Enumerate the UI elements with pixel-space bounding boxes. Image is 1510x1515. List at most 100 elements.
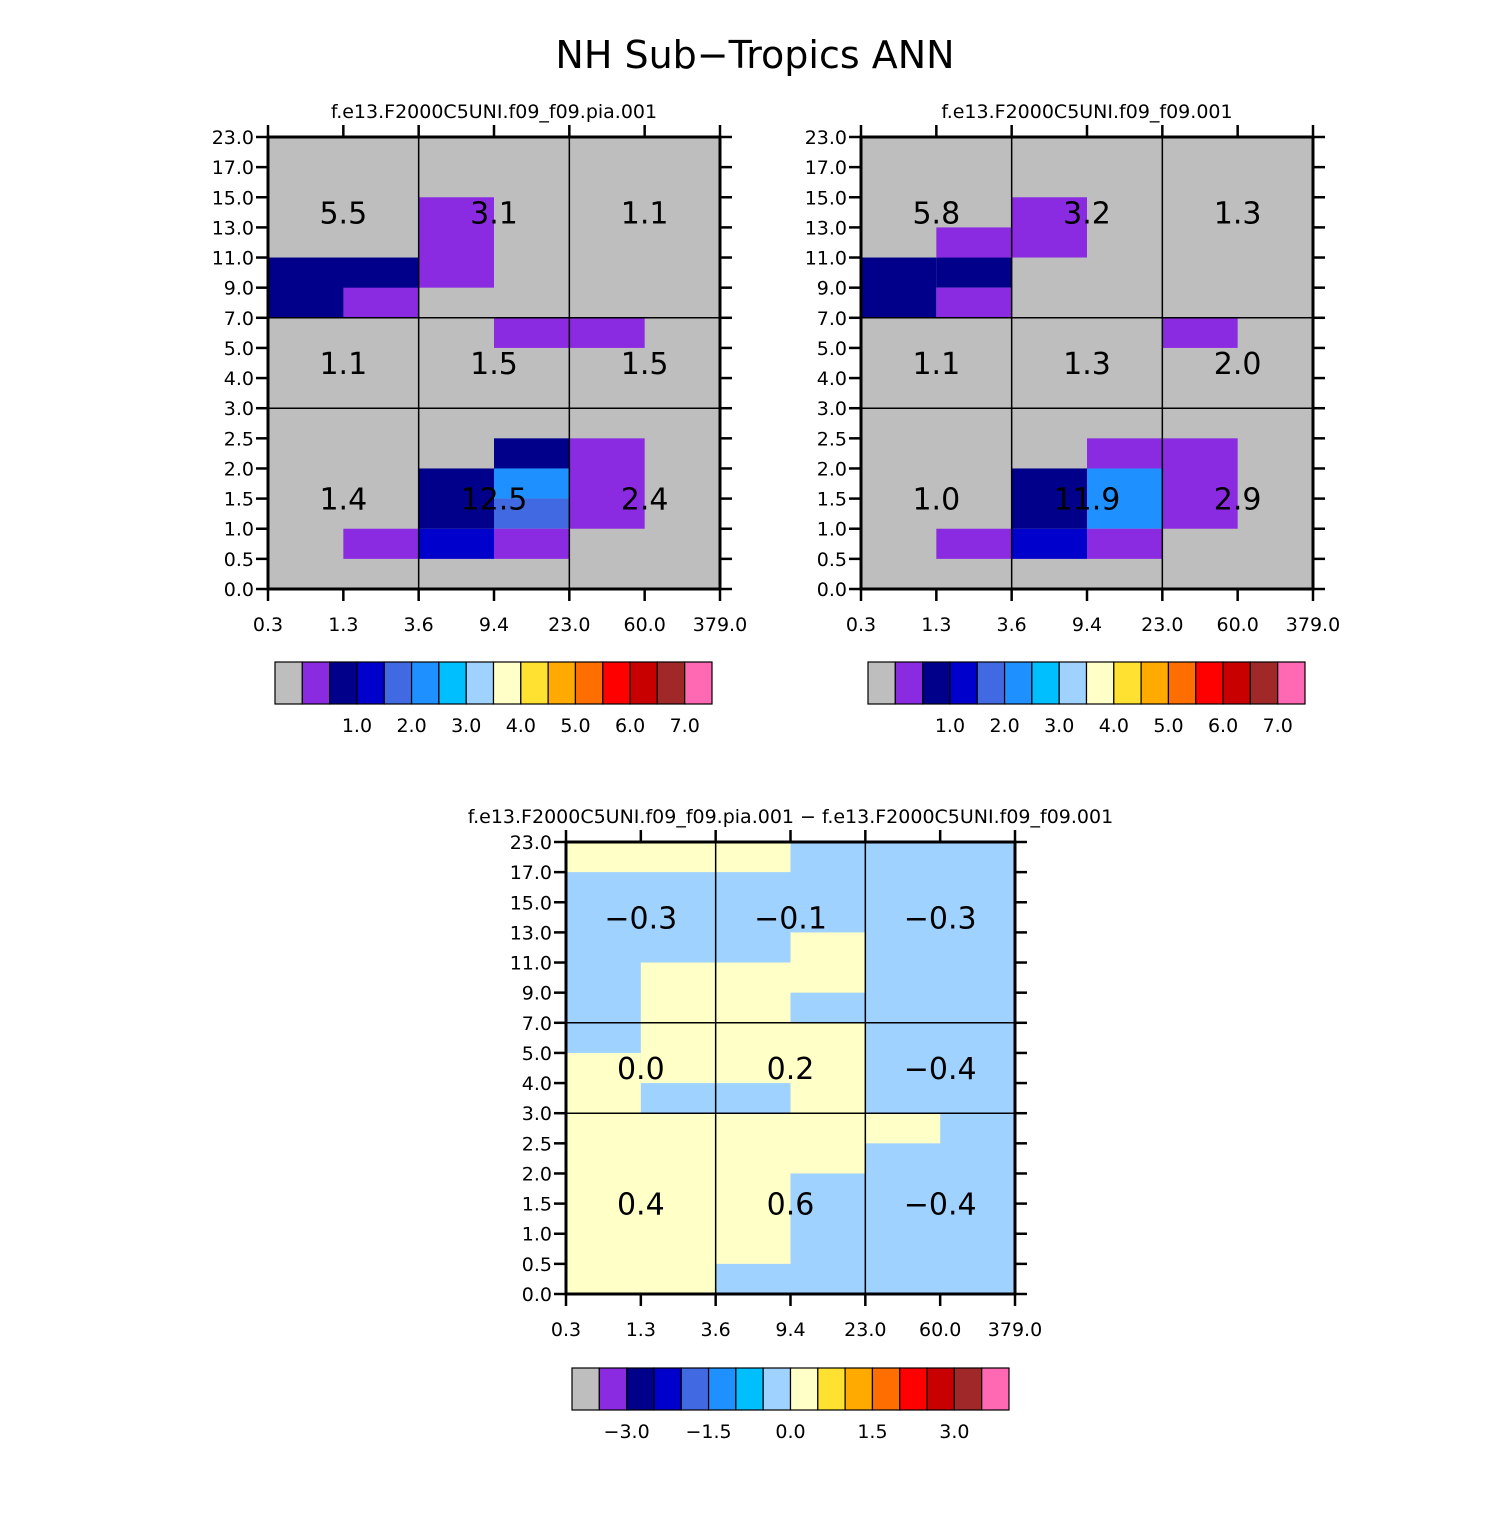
heatmap-cell bbox=[936, 257, 1012, 288]
y-tick-label: 2.0 bbox=[817, 458, 847, 480]
heatmap-cell bbox=[1162, 317, 1238, 348]
colorbar-swatch bbox=[547, 661, 577, 705]
y-tick-label: 3.0 bbox=[817, 398, 847, 420]
colorbar-swatch bbox=[817, 1367, 846, 1411]
cell-value-label: 5.8 bbox=[912, 196, 960, 231]
cell-value-label: 1.5 bbox=[621, 347, 669, 382]
heatmap-cell bbox=[343, 287, 419, 318]
y-tick-label: 9.0 bbox=[224, 278, 254, 300]
y-tick-label: 15.0 bbox=[212, 187, 254, 209]
y-tick-label: 7.0 bbox=[522, 1013, 552, 1035]
y-tick-label: 23.0 bbox=[212, 127, 254, 149]
y-tick-label: 4.0 bbox=[224, 368, 254, 390]
x-tick-label: 9.4 bbox=[1072, 614, 1102, 636]
x-tick-label: 3.6 bbox=[404, 614, 434, 636]
colorbar-label: 1.5 bbox=[857, 1421, 887, 1443]
y-tick-label: 2.5 bbox=[817, 428, 847, 450]
colorbar-swatch bbox=[762, 1367, 792, 1411]
heatmap-cell bbox=[790, 1022, 866, 1114]
colorbar-swatch bbox=[871, 1367, 901, 1411]
x-tick-label: 1.3 bbox=[328, 614, 358, 636]
y-tick-label: 5.0 bbox=[817, 338, 847, 360]
y-tick-label: 9.0 bbox=[522, 983, 552, 1005]
colorbar-swatch bbox=[356, 661, 385, 705]
cell-value-label: 0.6 bbox=[767, 1188, 815, 1223]
colorbar-swatch bbox=[976, 661, 1006, 705]
colorbar: 1.0 2.0 3.0 4.0 5.0 6.0 7.0 bbox=[867, 661, 1306, 737]
x-tick-label: 23.0 bbox=[548, 614, 590, 636]
colorbar-swatch bbox=[684, 661, 713, 705]
colorbar-swatch bbox=[492, 661, 522, 705]
cell-value-label: −0.3 bbox=[904, 901, 977, 936]
heatmap-cell bbox=[418, 468, 494, 529]
heatmap-panel: f.e13.F2000C5UNI.f09_f09.001 5.8 3.2 1.3 1.1… bbox=[805, 101, 1341, 737]
heatmap-cell bbox=[936, 528, 1012, 559]
cell-value-label: −0.1 bbox=[754, 901, 827, 936]
heatmap-cell bbox=[343, 528, 419, 559]
heatmap-panel: f.e13.F2000C5UNI.f09_f09.pia.001 − f.e13… bbox=[468, 806, 1113, 1443]
y-tick-label: 1.5 bbox=[817, 489, 847, 511]
heatmap-cell bbox=[936, 227, 1012, 258]
colorbar-swatch bbox=[899, 1367, 928, 1411]
y-tick-label: 1.0 bbox=[522, 1224, 552, 1246]
heatmap-cell bbox=[569, 438, 645, 529]
colorbar-swatch bbox=[1140, 661, 1170, 705]
colorbar-swatch bbox=[656, 661, 686, 705]
colorbar-label: 6.0 bbox=[1208, 715, 1238, 737]
cell-value-label: 12.5 bbox=[461, 483, 528, 518]
x-tick-label: 60.0 bbox=[1217, 614, 1259, 636]
x-tick-label: 9.4 bbox=[775, 1319, 805, 1341]
x-tick-label: 0.3 bbox=[846, 614, 876, 636]
y-tick-label: 23.0 bbox=[805, 127, 847, 149]
colorbar-swatch bbox=[629, 661, 658, 705]
heatmap-cell bbox=[936, 287, 1012, 318]
colorbar-swatch bbox=[626, 1367, 655, 1411]
colorbar-swatch bbox=[1003, 661, 1033, 705]
colorbar-swatch bbox=[894, 661, 924, 705]
colorbar-swatch bbox=[926, 1367, 955, 1411]
colorbar-swatch bbox=[867, 661, 896, 705]
heatmap-cell bbox=[1087, 468, 1163, 529]
cell-value-label: 0.0 bbox=[617, 1052, 665, 1087]
heatmap-panel: f.e13.F2000C5UNI.f09_f09.pia.001 5.5 3.1 1.… bbox=[212, 101, 748, 737]
cell-value-label: 2.9 bbox=[1214, 483, 1262, 518]
x-tick-label: 379.0 bbox=[988, 1319, 1042, 1341]
y-tick-label: 1.0 bbox=[817, 519, 847, 541]
colorbar-label: 4.0 bbox=[1099, 715, 1129, 737]
colorbar-swatch bbox=[953, 1367, 983, 1411]
colorbar-label: 7.0 bbox=[670, 715, 700, 737]
heatmap-cell bbox=[790, 932, 866, 993]
colorbar-swatch bbox=[1249, 661, 1279, 705]
heatmap-cell bbox=[1087, 438, 1163, 469]
colorbar-label: 3.0 bbox=[1044, 715, 1074, 737]
cell-value-label: 1.1 bbox=[621, 196, 669, 231]
panel-title: f.e13.F2000C5UNI.f09_f09.pia.001 bbox=[331, 101, 657, 123]
colorbar-swatch bbox=[1085, 661, 1115, 705]
colorbar-swatch bbox=[922, 661, 951, 705]
heatmap-cell bbox=[1162, 438, 1238, 529]
colorbar-label: 0.0 bbox=[775, 1421, 805, 1443]
cell-value-label: 2.0 bbox=[1214, 347, 1262, 382]
x-tick-label: 60.0 bbox=[624, 614, 666, 636]
y-tick-label: 4.0 bbox=[817, 368, 847, 390]
x-tick-label: 60.0 bbox=[919, 1319, 961, 1341]
heatmap-cell bbox=[715, 1263, 791, 1294]
heatmap-cell bbox=[1011, 528, 1087, 559]
x-tick-label: 0.3 bbox=[253, 614, 283, 636]
colorbar-swatch bbox=[680, 1367, 710, 1411]
heatmap-cell bbox=[494, 528, 570, 559]
heatmap-cell bbox=[865, 1113, 941, 1144]
y-tick-label: 5.0 bbox=[224, 338, 254, 360]
y-tick-label: 7.0 bbox=[817, 308, 847, 330]
colorbar-swatch bbox=[1113, 661, 1142, 705]
colorbar-swatch bbox=[520, 661, 549, 705]
heatmap-cell bbox=[1087, 528, 1163, 559]
cell-value-label: 0.2 bbox=[767, 1052, 815, 1087]
x-tick-label: 379.0 bbox=[1286, 614, 1340, 636]
cell-value-label: 3.2 bbox=[1063, 196, 1111, 231]
heatmap-cell bbox=[790, 1173, 866, 1294]
y-tick-label: 0.0 bbox=[817, 579, 847, 601]
colorbar-swatch bbox=[653, 1367, 682, 1411]
